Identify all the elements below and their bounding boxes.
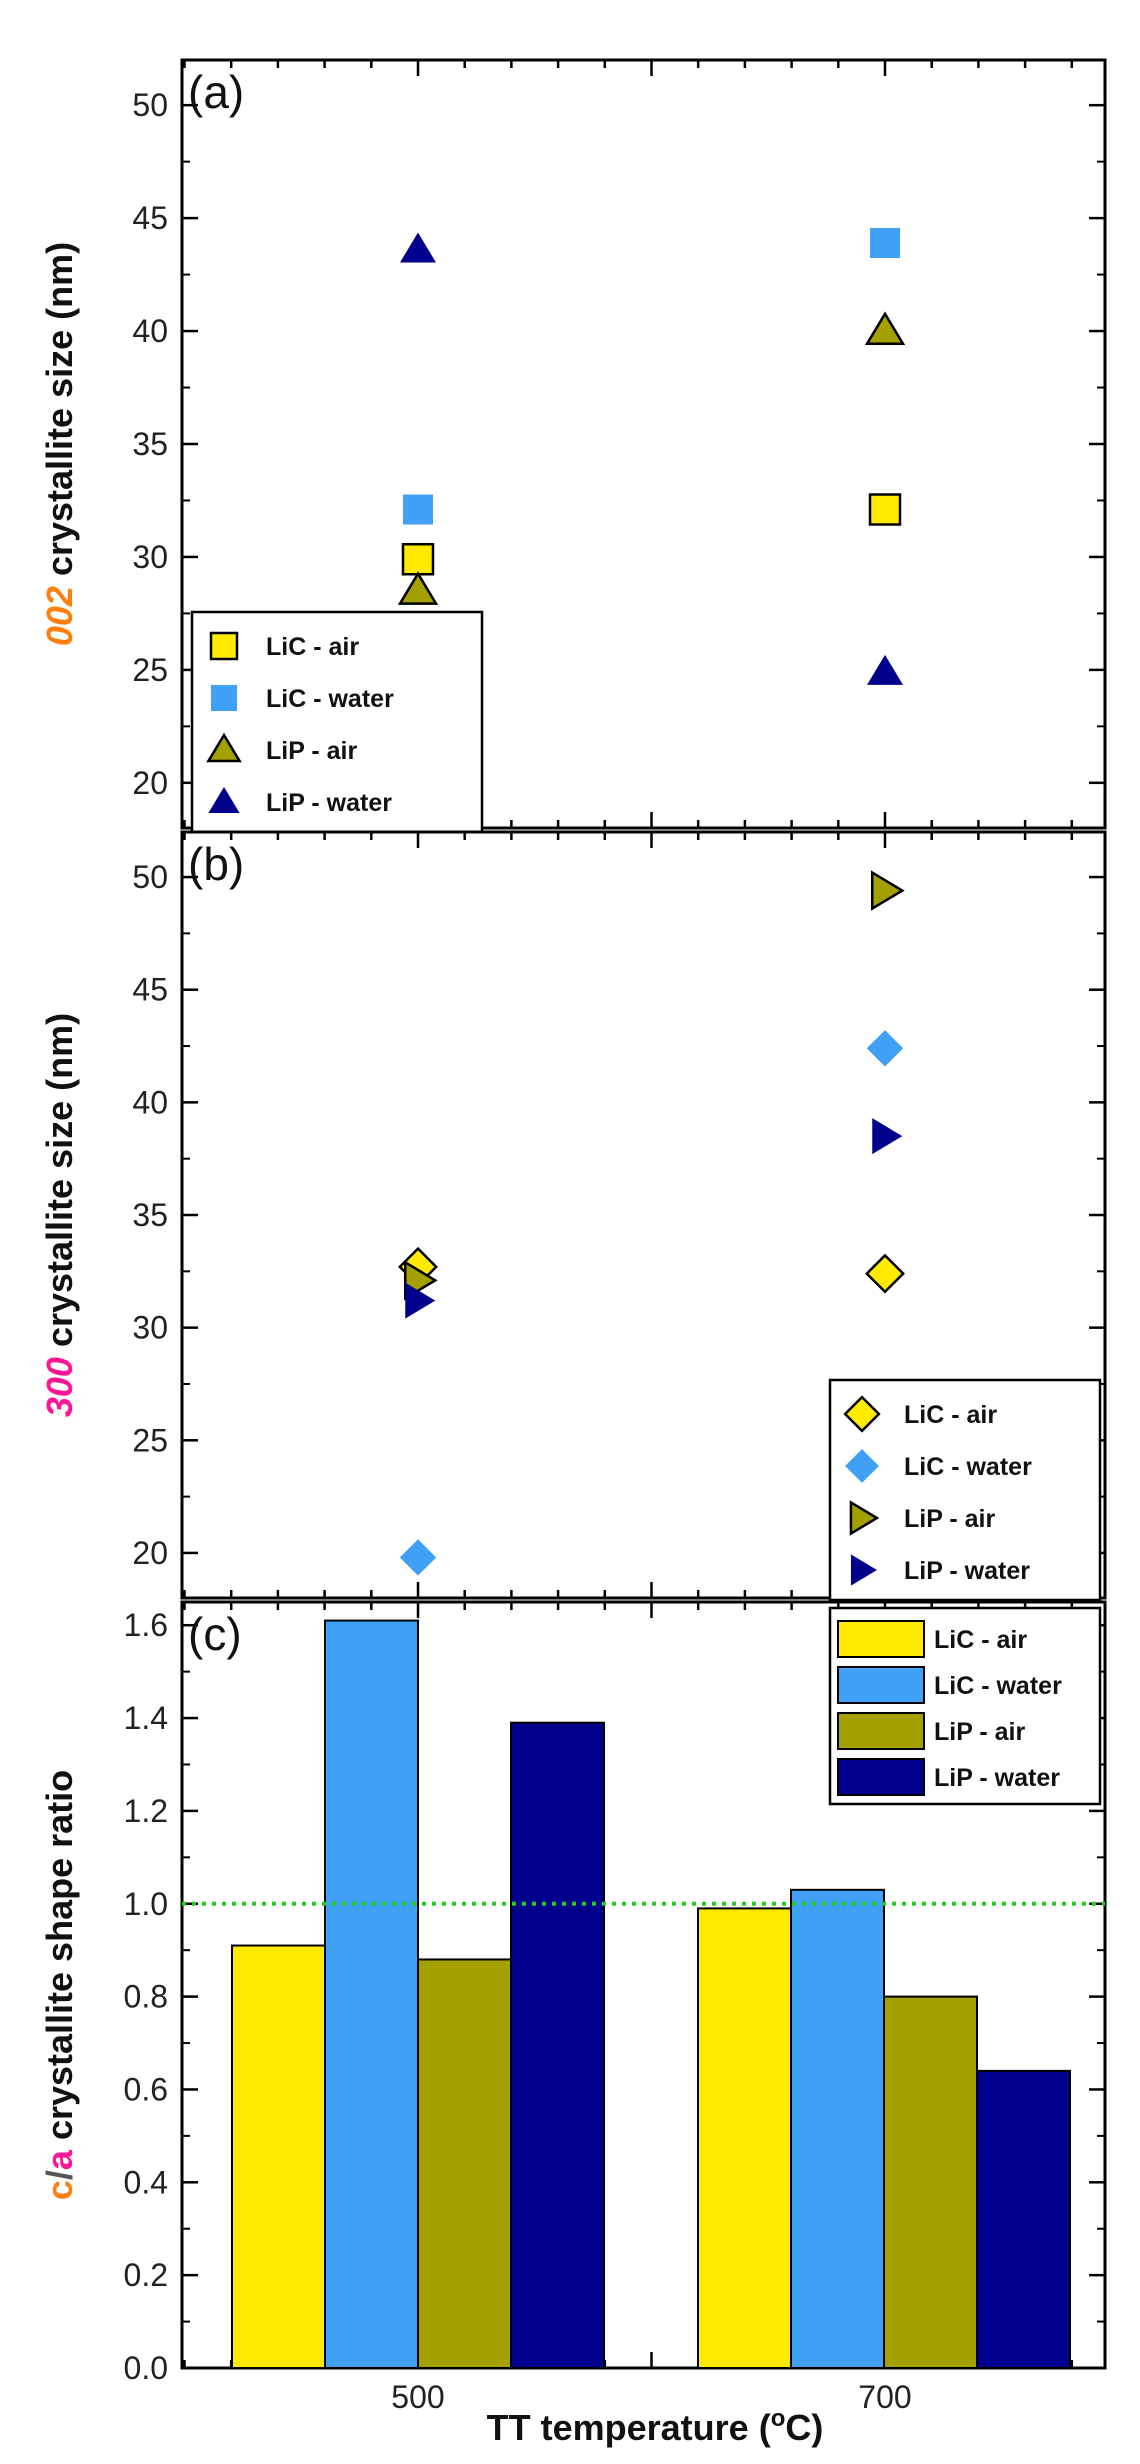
panel-b-y-tick-label: 45	[132, 972, 168, 1008]
panel-a-legend	[190, 610, 484, 834]
point-b-lip-air-700	[871, 870, 905, 911]
bar-lip-air-700	[883, 1995, 978, 2370]
ylabel-a: a	[39, 2149, 80, 2170]
panel-c: 0.0 0.2 0.4 0.6 0.8 1.0 1.2 1.4 1.6 (c) c/a crysta…	[39, 1600, 1107, 2415]
panel-b-label: (b)	[188, 838, 244, 890]
point-a-lic-water-700	[870, 227, 900, 258]
legend-a-lic-water-marker	[211, 685, 237, 711]
legend-b-lic-air-label: LiC - air	[904, 1401, 997, 1429]
legend-c-lip-air-label: LiP - air	[934, 1718, 1026, 1746]
panel-b-y-tick-label: 40	[132, 1084, 168, 1120]
panel-b-y-axis-title: 300 crystallite size (nm)	[39, 1013, 80, 1417]
panel-a: 20 25 30 35 40 45 50 (a) 002 crystallite size (n…	[39, 58, 1107, 834]
ylabel-reflection: 300	[39, 1357, 80, 1417]
legend-a-lip-air-label: LiP - air	[266, 737, 358, 765]
point-a-lic-water-500	[403, 494, 433, 525]
panel-b: 20 25 30 35 40 45 50 (b) 300 crystallite size (n…	[39, 830, 1107, 1602]
bar-lip-air-500	[417, 1958, 512, 2369]
ylabel-reflection: 002	[39, 586, 80, 646]
panel-c-y-tick-label: 0.0	[124, 2350, 168, 2386]
panel-a-y-tick-label: 30	[132, 539, 168, 575]
legend-a-lic-water-label: LiC - water	[266, 685, 394, 713]
legend-c-lic-air-label: LiC - air	[934, 1626, 1027, 1654]
panel-c-y-tick-label: 0.2	[124, 2257, 168, 2293]
point-a-lic-air-500	[401, 542, 435, 576]
x-tick-label-500: 500	[391, 2379, 444, 2415]
panel-b-y-tick-label: 35	[132, 1197, 168, 1233]
legend-b-lip-air-label: LiP - air	[904, 1505, 996, 1533]
legend-b-lip-air-marker	[849, 1500, 880, 1536]
panel-a-y-tick-label: 25	[132, 652, 168, 688]
panel-b-y-tick-label: 30	[132, 1310, 168, 1346]
panel-a-y-tick-label: 35	[132, 426, 168, 462]
legend-b-lip-water-marker	[850, 1554, 877, 1586]
legend-b-lip-water-label: LiP - water	[904, 1557, 1030, 1585]
panel-c-y-tick-label: 0.6	[124, 2071, 168, 2107]
x-tick-label-700: 700	[858, 2379, 911, 2415]
legend-c-lip-water-label: LiP - water	[934, 1764, 1060, 1792]
bar-lic-air-700	[697, 1907, 792, 2370]
panel-b-y-tick-label: 50	[132, 859, 168, 895]
panel-c-y-tick-label: 1.6	[124, 1607, 168, 1643]
ylabel-rest: crystallite size (nm)	[39, 1013, 80, 1357]
point-b-lic-air-700	[865, 1253, 905, 1294]
point-b-lic-water-700	[866, 1030, 904, 1067]
panel-a-y-tick-label: 50	[132, 87, 168, 123]
legend-a-lic-air-marker	[209, 631, 239, 661]
point-a-lic-air-700	[868, 493, 902, 526]
panel-c-frame	[180, 1600, 1107, 2370]
ylabel-c: c	[39, 2180, 80, 2200]
point-b-lic-water-500	[399, 1539, 437, 1576]
bar-lic-air-500	[231, 1944, 326, 2370]
legend-a-lip-water-label: LiP - water	[266, 789, 392, 817]
legend-b-lic-water-label: LiC - water	[904, 1453, 1032, 1481]
panel-b-y-tick-label: 20	[132, 1535, 168, 1571]
panel-c-y-tick-label: 1.0	[124, 1886, 168, 1922]
panel-c-y-tick-label: 1.2	[124, 1793, 168, 1829]
legend-a-lip-water-marker	[208, 787, 240, 814]
legend-c-lic-water-label: LiC - water	[934, 1672, 1062, 1700]
point-a-lip-air-500	[397, 571, 439, 605]
legend-b-lic-air-marker	[843, 1395, 881, 1433]
point-a-lip-air-700	[864, 311, 906, 346]
legend-c-lip-air-swatch	[837, 1712, 925, 1750]
legend-c-lic-air-swatch	[837, 1620, 925, 1658]
legend-a-lic-air-label: LiC - air	[266, 633, 359, 661]
panel-a-y-tick-label: 40	[132, 313, 168, 349]
panel-c-y-tick-label: 0.4	[124, 2164, 168, 2200]
point-b-lip-water-700	[872, 1118, 903, 1155]
legend-c-lic-water-swatch	[837, 1666, 925, 1704]
panel-c-label: (c)	[188, 1608, 242, 1660]
ylabel-rest: crystallite shape ratio	[39, 1770, 80, 2150]
panel-c-y-axis-title: c/a crystallite shape ratio	[39, 1770, 80, 2200]
panel-a-y-tick-label: 45	[132, 200, 168, 236]
panel-c-y-tick-label: 0.8	[124, 1979, 168, 2015]
point-a-lip-water-500	[400, 232, 436, 263]
panel-a-y-axis-title: 002 crystallite size (nm)	[39, 242, 80, 646]
ylabel-slash: /	[39, 2170, 80, 2180]
point-a-lip-water-700	[867, 654, 903, 685]
legend-b-lic-water-marker	[845, 1449, 879, 1483]
bar-lic-water-700	[790, 1888, 885, 2370]
ylabel-rest: crystallite size (nm)	[39, 242, 80, 586]
bar-lic-water-500	[324, 1619, 419, 2369]
legend-a-lip-air-marker	[206, 732, 242, 763]
panel-b-y-tick-label: 25	[132, 1422, 168, 1458]
legend-c-lip-water-swatch	[837, 1758, 925, 1796]
x-axis-title: TT temperature (oC)	[487, 2405, 824, 2448]
bar-lip-water-500	[510, 1721, 605, 2369]
panel-a-y-tick-label: 20	[132, 765, 168, 801]
panel-c-y-tick-label: 1.4	[124, 1700, 168, 1736]
bar-lip-water-700	[976, 2069, 1071, 2369]
point-b-lip-water-500	[405, 1282, 436, 1319]
panel-a-label: (a)	[188, 66, 244, 118]
